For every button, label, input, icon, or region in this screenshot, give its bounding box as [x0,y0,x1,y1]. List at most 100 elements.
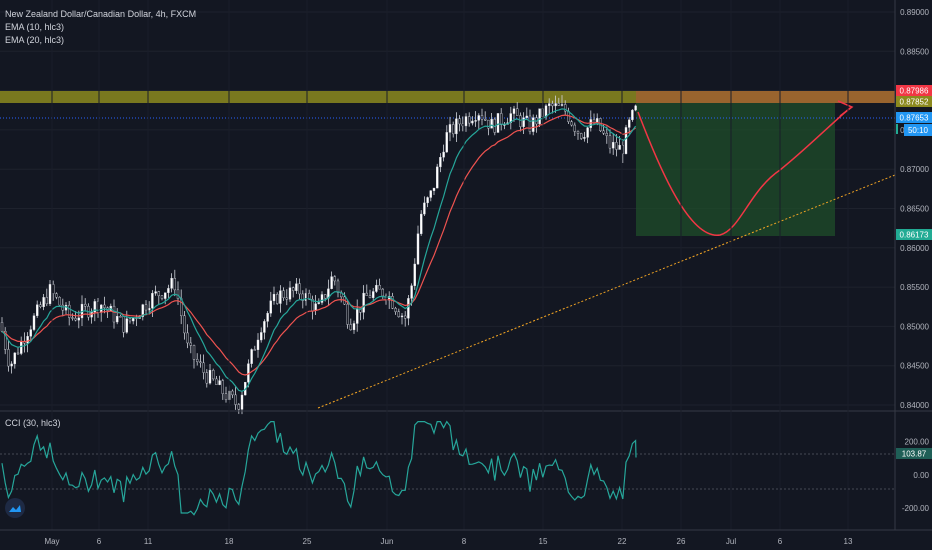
position-target-box[interactable] [636,103,835,236]
cci-grid [51,0,849,530]
candles [0,95,637,415]
candle-body [605,132,608,136]
candle-body [269,300,272,314]
candle-body [336,280,340,293]
candle-body [544,105,548,117]
candle-body [167,288,170,293]
forecast-path[interactable] [637,107,851,236]
candle-body [400,315,404,318]
candle-body [330,276,333,290]
symbol-title[interactable]: New Zealand Dollar/Canadian Dollar, 4h, … [5,9,197,19]
ema10-legend[interactable]: EMA (10, hlc3) [5,22,65,32]
cci-tick-label: 0.00 [913,471,929,480]
time-tick-label: 22 [618,537,627,546]
candle-body [602,130,605,134]
candle-body [468,116,471,124]
forecast-arrow-head-icon [837,100,854,117]
candle-body [519,115,522,127]
cci-tick-label: -200.00 [902,504,930,513]
price-grid [0,11,895,406]
candle-body [420,213,423,234]
candle-body [624,127,628,154]
trendline[interactable] [317,174,896,409]
candle-body [365,292,368,296]
time-tick-label: May [44,537,59,546]
candle-body [48,284,52,305]
candle-body [452,124,455,135]
candle-body [16,352,20,355]
candle-body [512,108,516,114]
candle-body [176,289,180,299]
time-axis[interactable]: May 6 11 18 25 Jun 8 15 22 26 Jul 6 13 [44,537,853,546]
candle-body [375,285,378,292]
price-tick-label: 0.84500 [900,362,929,371]
candle-body [378,285,381,290]
candle-body [234,394,237,405]
cci-axis[interactable]: 200.00 0.00 -200.00 [902,438,930,513]
candle-body [141,304,145,317]
candle-body [560,104,564,106]
candle-body [266,313,269,322]
candle-body [282,290,285,299]
candle-body [58,296,61,306]
candle-body [359,308,362,313]
candle-body [157,291,161,296]
cci-legend[interactable]: CCI (30, hlc3) [5,418,61,428]
candle-body [279,290,282,304]
candle-body [250,349,253,364]
time-tick-label: 6 [97,537,102,546]
candle-body [125,318,129,333]
candle-body [240,394,244,410]
candle-body [32,315,36,330]
candle-body [298,283,301,295]
price-axis[interactable]: 0.890000.885000.880000.875000.870000.865… [900,8,929,410]
candle-body [528,115,532,132]
time-tick-label: Jun [381,537,394,546]
candle-body [362,292,365,313]
candle-body [448,124,452,133]
candle-body [586,127,589,138]
candle-body [173,278,177,291]
candle-body [442,151,445,158]
candle-body [349,324,352,331]
candle-body [314,303,317,311]
time-tick-label: 11 [144,537,153,546]
cci-current-badge: 103.87 [896,448,932,459]
candle-body [61,304,64,311]
last-price-label: 0.87653 [900,114,929,123]
price-tick-label: 0.85000 [900,322,929,331]
candle-body [256,339,260,350]
price-tick-label: 0.86500 [900,205,929,214]
candle-body [202,362,205,373]
candle-body [224,393,228,400]
candle-body [42,297,45,308]
candle-body [74,317,77,321]
candle-body [516,108,519,116]
candle-body [631,109,634,121]
cci-current-label: 103.87 [902,450,927,459]
candle-body [471,120,474,124]
candle-body [324,294,327,299]
candle-body [39,304,42,308]
candle-body [487,119,490,129]
candle-body [67,304,71,318]
position-stop-box[interactable] [636,91,895,103]
ema10-line [1,108,637,392]
zone-price-label: 0.87852 [900,98,929,107]
candle-body [112,305,116,323]
candle-body [455,118,458,135]
candle-body [186,332,189,344]
time-tick-label: 18 [225,537,234,546]
candle-body [439,157,442,168]
candle-body [436,166,439,189]
candle-body [77,317,81,321]
tradingview-logo-icon[interactable] [5,498,25,518]
candle-body [429,190,432,198]
candle-body [404,315,407,319]
candle-body [71,317,74,319]
ema20-legend[interactable]: EMA (20, hlc3) [5,35,65,45]
candle-body [320,294,324,303]
candle-body [195,359,199,362]
candle-body [474,120,477,122]
